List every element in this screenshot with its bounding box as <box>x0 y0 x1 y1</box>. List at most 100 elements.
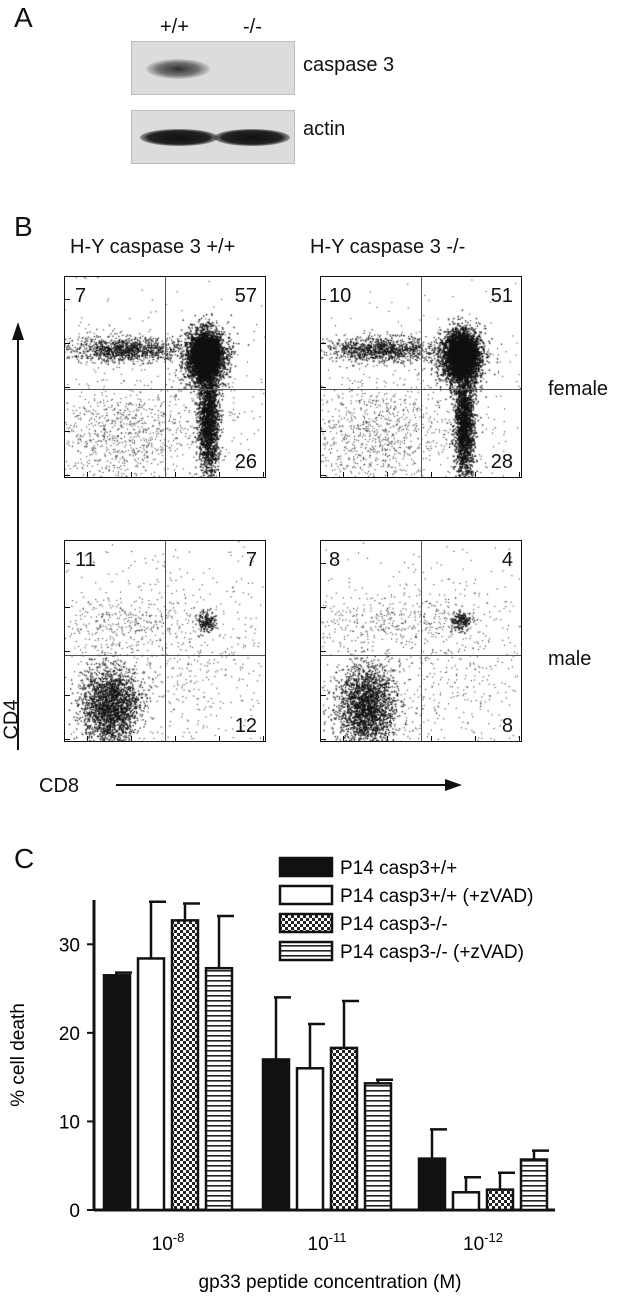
bar-solid <box>417 1157 447 1212</box>
legend-label: P14 casp3-/- <box>340 914 448 935</box>
bar-checker <box>329 1046 359 1212</box>
quadrant-pct-top-left: 8 <box>329 549 341 571</box>
blot-label-caspase3: caspase 3 <box>303 54 395 76</box>
axis-tick <box>65 299 70 300</box>
quadrant-pct-bottom-right: 8 <box>501 715 513 737</box>
axis-tick <box>387 736 388 741</box>
axis-tick <box>65 343 70 344</box>
bar-hstripe <box>519 1158 549 1212</box>
axis-tick <box>321 343 326 344</box>
y-tick-label: 10 <box>59 1112 80 1133</box>
y-tick-label: 0 <box>69 1201 80 1222</box>
cd4-arrowhead-icon <box>12 322 24 340</box>
row-label-male: male <box>548 648 592 670</box>
actin-band-wt <box>140 129 218 146</box>
quadrant-pct-top-right: 57 <box>234 285 257 307</box>
axis-tick <box>65 431 70 432</box>
quadrant-pct-top-left: 7 <box>75 285 87 307</box>
quadrant-divider-vertical <box>421 541 422 741</box>
axis-tick <box>475 736 476 741</box>
quadrant-divider-vertical <box>165 277 166 477</box>
axis-tick <box>519 472 520 477</box>
legend-swatch-open <box>278 884 334 906</box>
axis-tick <box>87 472 88 477</box>
axis-tick <box>431 736 432 741</box>
axis-tick <box>65 475 70 476</box>
axis-tick <box>321 387 326 388</box>
flow-plot-male-wt: 11 7 12 <box>64 540 266 742</box>
axis-tick <box>263 472 264 477</box>
cd8-axis-label: CD8 <box>39 775 80 797</box>
axis-tick <box>175 736 176 741</box>
quadrant-divider-vertical <box>165 541 166 741</box>
bar-checker <box>170 919 200 1212</box>
axis-tick <box>65 387 70 388</box>
legend-swatch-hstripe <box>278 940 334 962</box>
axis-tick <box>321 651 326 652</box>
lane-label-ko: -/- <box>243 16 262 38</box>
axis-tick <box>131 472 132 477</box>
bar-open <box>451 1191 481 1212</box>
axis-tick <box>343 472 344 477</box>
axis-tick <box>387 472 388 477</box>
flow-plot-female-ko: 10 51 28 <box>320 276 522 478</box>
cd8-arrowhead-icon <box>445 779 462 791</box>
y-tick-label: 20 <box>59 1024 80 1045</box>
x-tick-label: 10-8 <box>152 1230 185 1255</box>
caspase3-band <box>146 59 210 79</box>
x-tick-label: 10-12 <box>463 1230 503 1255</box>
panel-a-letter: A <box>14 2 33 33</box>
axis-tick <box>263 736 264 741</box>
legend-swatch-checker <box>278 912 334 934</box>
axis-tick <box>87 736 88 741</box>
legend-label: P14 casp3-/- (+zVAD) <box>340 942 524 963</box>
panel-c-letter: C <box>14 843 35 874</box>
quadrant-pct-top-left: 10 <box>329 285 352 307</box>
panel-b-letter: B <box>14 211 33 242</box>
quadrant-pct-bottom-right: 26 <box>234 451 257 473</box>
bar-solid <box>261 1058 291 1212</box>
caspase3-blot <box>131 41 295 95</box>
quadrant-divider-horizontal <box>65 389 265 390</box>
y-tick-label: 30 <box>59 935 80 956</box>
axis-tick <box>321 299 326 300</box>
axis-tick <box>475 472 476 477</box>
quadrant-divider-horizontal <box>65 655 265 656</box>
flow-axis-arrows <box>12 322 462 791</box>
quadrant-divider-horizontal <box>321 655 521 656</box>
axis-tick <box>321 607 326 608</box>
axis-tick <box>65 607 70 608</box>
bar-open <box>136 957 166 1212</box>
quadrant-pct-top-right: 51 <box>490 285 513 307</box>
quadrant-pct-top-left: 11 <box>75 549 96 571</box>
quadrant-pct-bottom-right: 12 <box>234 715 257 737</box>
column-title-ko: H-Y caspase 3 -/- <box>310 236 466 258</box>
axis-tick <box>321 563 326 564</box>
x-axis-label: gp33 peptide concentration (M) <box>199 1272 462 1293</box>
actin-blot <box>131 110 295 164</box>
axis-tick <box>321 475 326 476</box>
bar-hstripe <box>363 1082 393 1212</box>
flow-plot-male-ko: 8 4 8 <box>320 540 522 742</box>
bar-solid <box>102 974 132 1212</box>
axis-tick <box>65 563 70 564</box>
axis-tick <box>219 736 220 741</box>
axis-tick <box>321 695 326 696</box>
legend-label: P14 casp3+/+ <box>340 858 457 879</box>
column-title-wt: H-Y caspase 3 +/+ <box>70 236 236 258</box>
axis-tick <box>65 651 70 652</box>
flow-plot-female-wt: 7 57 26 <box>64 276 266 478</box>
bar-hstripe <box>204 966 234 1212</box>
axis-tick <box>321 739 326 740</box>
axis-tick <box>431 472 432 477</box>
blot-label-actin: actin <box>303 118 346 140</box>
axis-tick <box>131 736 132 741</box>
quadrant-divider-vertical <box>421 277 422 477</box>
axis-tick <box>321 431 326 432</box>
axis-tick <box>343 736 344 741</box>
axis-tick <box>65 695 70 696</box>
quadrant-pct-top-right: 4 <box>501 549 513 571</box>
lane-label-wt: +/+ <box>160 16 189 38</box>
axis-tick <box>65 739 70 740</box>
bar-checker <box>485 1188 515 1212</box>
